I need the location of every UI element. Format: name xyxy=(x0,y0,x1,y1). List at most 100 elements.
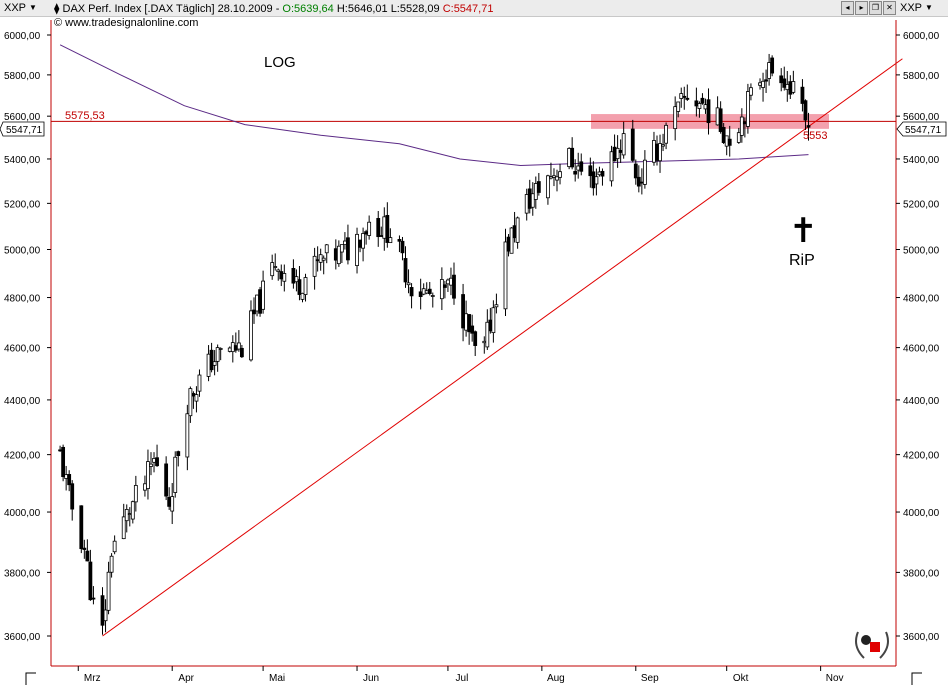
candle-body xyxy=(446,279,450,285)
candle-body xyxy=(664,124,668,144)
symbol-selector-right[interactable]: XXP ▼ xyxy=(900,2,933,14)
x-tick-label: Apr xyxy=(178,673,194,684)
candle-body xyxy=(155,457,159,467)
candle-body xyxy=(379,235,384,237)
candle-body xyxy=(621,133,626,156)
y-tick-label-right: 5400,00 xyxy=(903,155,940,166)
candle-body xyxy=(294,276,299,283)
candle-body xyxy=(524,194,529,214)
candle-body xyxy=(788,81,793,95)
candle-body xyxy=(533,183,538,200)
candle-body xyxy=(382,216,387,239)
candle-body xyxy=(527,188,532,209)
candle-body xyxy=(470,325,475,334)
candle-body xyxy=(143,483,147,491)
candle-body xyxy=(130,501,135,520)
candle-body xyxy=(312,255,317,277)
candle-body xyxy=(612,146,617,162)
candle-body xyxy=(173,456,178,493)
candle-body xyxy=(785,84,790,91)
candle-body xyxy=(276,269,281,272)
candle-body xyxy=(149,463,153,467)
candle-body xyxy=(439,279,444,300)
candle-body xyxy=(164,463,169,497)
candle-body xyxy=(658,143,662,162)
y-tick-label-left: 5400,00 xyxy=(4,155,41,166)
candle-body xyxy=(736,132,741,143)
candle-body xyxy=(239,347,244,358)
candle-body xyxy=(152,458,156,463)
candle-body xyxy=(655,143,659,161)
candle-body xyxy=(482,340,487,344)
candle-body xyxy=(61,446,66,477)
log-scale-label: LOG xyxy=(264,54,296,71)
candle-body xyxy=(167,496,172,507)
candle-body xyxy=(146,461,150,489)
candle-body xyxy=(761,80,765,88)
rip-label: RiP xyxy=(789,252,815,269)
candle-body xyxy=(194,394,199,402)
candle-body xyxy=(700,97,705,104)
y-tick-label-left: 6000,00 xyxy=(4,31,41,42)
candle-body xyxy=(703,104,708,110)
candle-body xyxy=(452,274,456,299)
y-tick-label-right: 3800,00 xyxy=(903,568,940,579)
candle-body xyxy=(418,291,423,297)
chevron-down-icon: ▼ xyxy=(925,3,933,12)
candle-body xyxy=(633,163,638,179)
y-tick-label-left: 4200,00 xyxy=(4,451,41,462)
candle-body xyxy=(91,597,96,600)
candle-body xyxy=(303,277,308,295)
candle-body xyxy=(336,245,341,265)
candle-body xyxy=(297,279,302,295)
symbol-selector-left[interactable]: XXP ▼ xyxy=(4,2,37,14)
candle-body xyxy=(749,87,753,96)
chart-toolbar: XXP ▼ ⧫ DAX Perf. Index [.DAX Täglich] 28… xyxy=(0,0,948,17)
candle-body xyxy=(88,561,93,601)
corner-left-icon xyxy=(25,672,36,685)
candle-body xyxy=(588,165,593,177)
candle-body xyxy=(206,353,211,377)
restore-button[interactable]: ❐ xyxy=(869,1,882,15)
candle-body xyxy=(421,288,426,295)
scroll-left-button[interactable]: ◂ xyxy=(841,1,854,15)
y-tick-label-left: 4600,00 xyxy=(4,344,41,355)
candle-body xyxy=(212,361,217,366)
candle-body xyxy=(506,236,511,252)
candle-body xyxy=(697,103,702,109)
close-button[interactable]: ✕ xyxy=(883,1,896,15)
candle-body xyxy=(403,258,408,283)
copyright-credit: © www.tradesignalonline.com xyxy=(54,17,199,29)
scroll-right-button[interactable]: ▸ xyxy=(855,1,868,15)
candle-body xyxy=(333,248,338,261)
candle-body xyxy=(127,513,132,515)
candle-body xyxy=(618,149,623,153)
candle-body xyxy=(555,176,559,181)
candle-body xyxy=(461,294,465,329)
candle-body xyxy=(112,540,117,553)
candle-body xyxy=(249,310,253,361)
y-tick-label-left: 5800,00 xyxy=(4,71,41,82)
candle-body xyxy=(803,100,808,121)
candle-body xyxy=(324,244,329,254)
high-value: H:5646,01 xyxy=(336,3,388,15)
candle-body xyxy=(346,237,350,261)
candle-body xyxy=(576,165,581,171)
candle-body xyxy=(679,93,684,99)
cross-icon: ✝ xyxy=(789,212,818,250)
candle-body xyxy=(509,227,514,254)
candle-body xyxy=(321,257,326,261)
candle-body xyxy=(388,237,393,244)
candle-body xyxy=(715,107,720,126)
candle-body xyxy=(546,175,550,199)
candle-body xyxy=(103,609,108,622)
y-tick-label-left: 5000,00 xyxy=(4,246,41,257)
x-tick-label: Mai xyxy=(269,673,285,684)
candle-body xyxy=(64,474,69,479)
candle-body xyxy=(185,413,190,458)
y-tick-label-left: 5600,00 xyxy=(4,112,41,123)
candle-body xyxy=(573,171,578,175)
y-tick-label-right: 4000,00 xyxy=(903,508,940,519)
candle-body xyxy=(549,176,553,179)
